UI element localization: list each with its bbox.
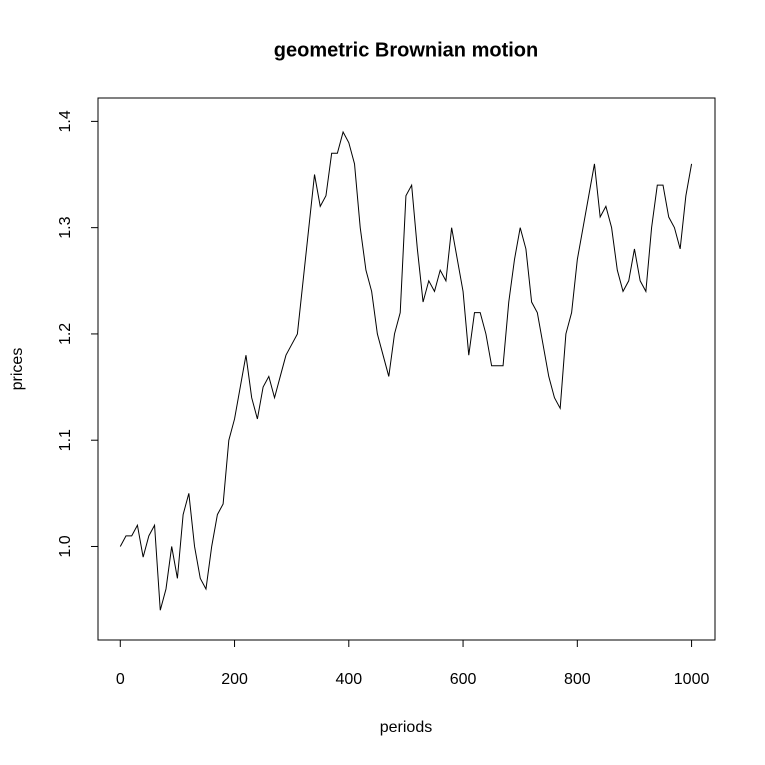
y-tick-label: 1.3 — [57, 216, 74, 238]
price-line — [119, 130, 693, 611]
x-axis-label: periods — [380, 719, 432, 736]
y-tick-label: 1.0 — [57, 535, 74, 557]
x-tick-label: 600 — [450, 671, 477, 688]
chart-title: geometric Brownian motion — [274, 39, 538, 61]
x-tick-label: 0 — [116, 671, 125, 688]
y-tick-label: 1.1 — [57, 429, 74, 451]
x-tick-label: 400 — [335, 671, 362, 688]
y-tick-label: 1.2 — [57, 323, 74, 345]
x-tick-label: 200 — [221, 671, 248, 688]
x-tick-label: 800 — [564, 671, 591, 688]
y-axis-label: prices — [9, 348, 26, 391]
plot-frame — [97, 97, 716, 641]
x-tick-label: 1000 — [674, 671, 710, 688]
y-tick-label: 1.4 — [57, 110, 74, 132]
